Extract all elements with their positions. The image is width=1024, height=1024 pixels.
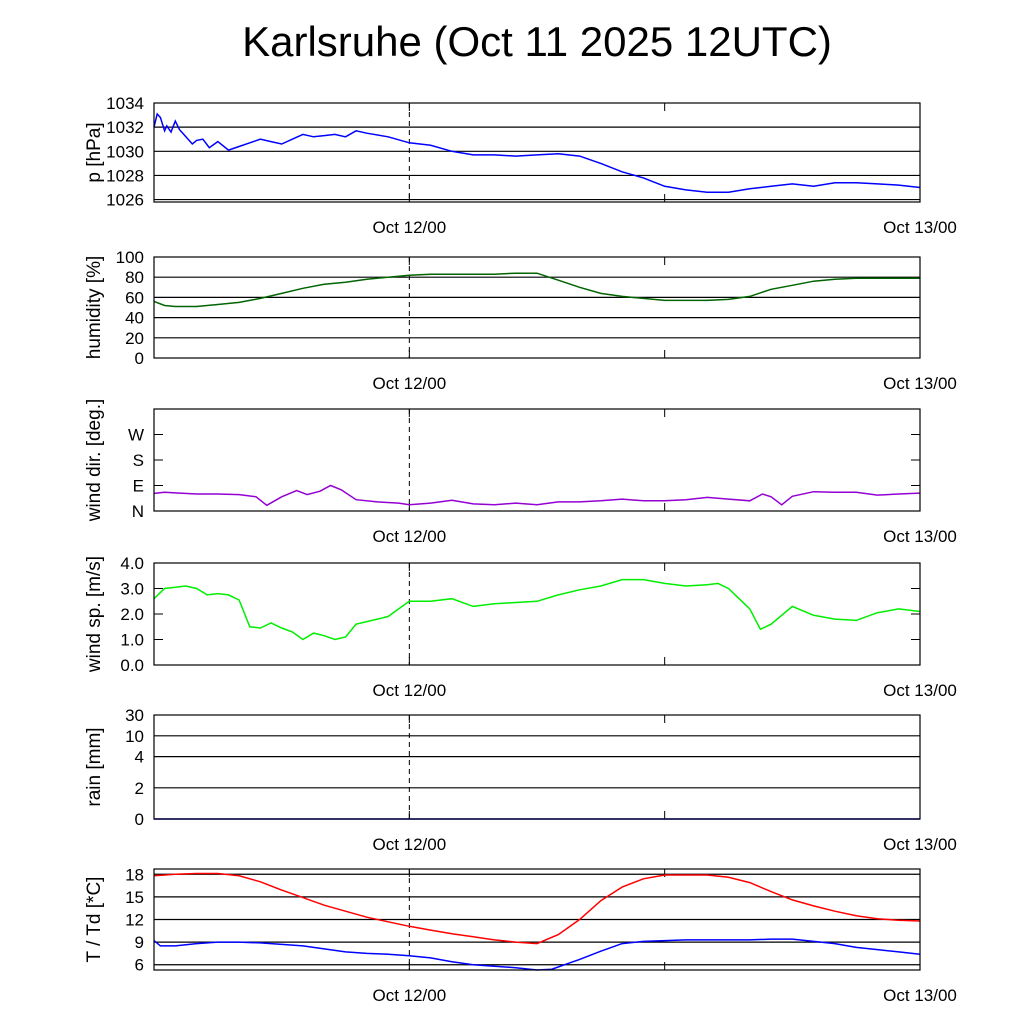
x-tick-label: Oct 12/00 <box>372 218 446 237</box>
y-tick-label: 9 <box>135 933 144 952</box>
y-tick-label: 20 <box>125 329 144 348</box>
y-tick-label: 1034 <box>106 94 144 113</box>
x-tick-label: Oct 12/00 <box>372 527 446 546</box>
y-tick-label: 1.0 <box>120 631 144 650</box>
plot-frame <box>153 868 921 971</box>
x-tick-label: Oct 12/00 <box>372 835 446 854</box>
panel-wind-speed: 0.0 1.0 2.0 3.0 4.0 wind sp. [m/s] Oct 12/00 Oc… <box>84 554 957 700</box>
y-tick-label: 18 <box>125 865 144 884</box>
y-tick-label: 1032 <box>106 118 144 137</box>
y-tick-label: 0.0 <box>120 656 144 675</box>
x-tick-label: Oct 13/00 <box>883 986 957 1005</box>
x-tick-label: Oct 13/00 <box>883 374 957 393</box>
y-axis-label: rain [mm] <box>84 727 105 806</box>
y-tick-label: N <box>132 502 144 521</box>
y-tick-label: 2 <box>135 779 144 798</box>
y-tick-label: W <box>128 426 144 445</box>
chart-title: Karlsruhe (Oct 11 2025 12UTC) <box>242 18 832 65</box>
x-tick-label: Oct 13/00 <box>883 835 957 854</box>
y-tick-label: 1028 <box>106 166 144 185</box>
y-tick-label: 6 <box>135 956 144 975</box>
humidity-line <box>153 272 920 308</box>
x-tick-label: Oct 12/00 <box>372 681 446 700</box>
y-tick-label: 60 <box>125 288 144 307</box>
y-axis-label: wind dir. [deg.] <box>84 399 105 523</box>
y-tick-label: 12 <box>125 911 144 930</box>
y-tick-label: 4.0 <box>120 554 144 573</box>
plot-frame <box>153 408 921 512</box>
x-tick-label: Oct 12/00 <box>372 986 446 1005</box>
plot-frame <box>153 714 921 820</box>
y-tick-label: 1026 <box>106 191 144 210</box>
y-axis-label: p [hPa] <box>84 122 105 182</box>
y-tick-label: 15 <box>125 888 144 907</box>
y-axis-label: T / Td [*C] <box>84 877 105 963</box>
wind-direction-line <box>153 484 921 507</box>
y-tick-label: 2.0 <box>120 605 144 624</box>
x-tick-label: Oct 12/00 <box>372 374 446 393</box>
plot-frame <box>153 562 921 666</box>
wind-speed-line <box>153 578 921 641</box>
x-tick-label: Oct 13/00 <box>883 218 957 237</box>
y-tick-label: 40 <box>125 309 144 328</box>
y-tick-label: 3.0 <box>120 580 144 599</box>
x-tick-label: Oct 13/00 <box>883 527 957 546</box>
pressure-line <box>153 112 921 194</box>
y-tick-label: 100 <box>116 248 144 267</box>
y-tick-label: 30 <box>125 706 144 725</box>
y-axis-label: humidity [%] <box>84 256 105 359</box>
y-tick-label: 0 <box>135 810 144 829</box>
panel-temperature-dewpoint: 6 9 12 15 18 T / Td [*C] Oct 12/00 Oct 13/00 <box>84 865 957 1005</box>
y-tick-label: 80 <box>125 268 144 287</box>
y-tick-label: E <box>133 477 144 496</box>
y-tick-label: 4 <box>135 748 144 767</box>
plot-frame <box>153 102 921 203</box>
y-axis-label: wind sp. [m/s] <box>84 556 105 673</box>
temperature-line <box>153 872 921 945</box>
plot-frame <box>153 256 921 359</box>
y-tick-label: 0 <box>135 349 144 368</box>
panel-rain: 0 2 4 10 30 rain [mm] Oct 12/00 Oct 13/00 <box>84 706 957 854</box>
y-tick-label: 10 <box>125 727 144 746</box>
y-tick-label: S <box>133 451 144 470</box>
y-tick-label: 1030 <box>106 142 144 161</box>
x-tick-label: Oct 13/00 <box>883 681 957 700</box>
